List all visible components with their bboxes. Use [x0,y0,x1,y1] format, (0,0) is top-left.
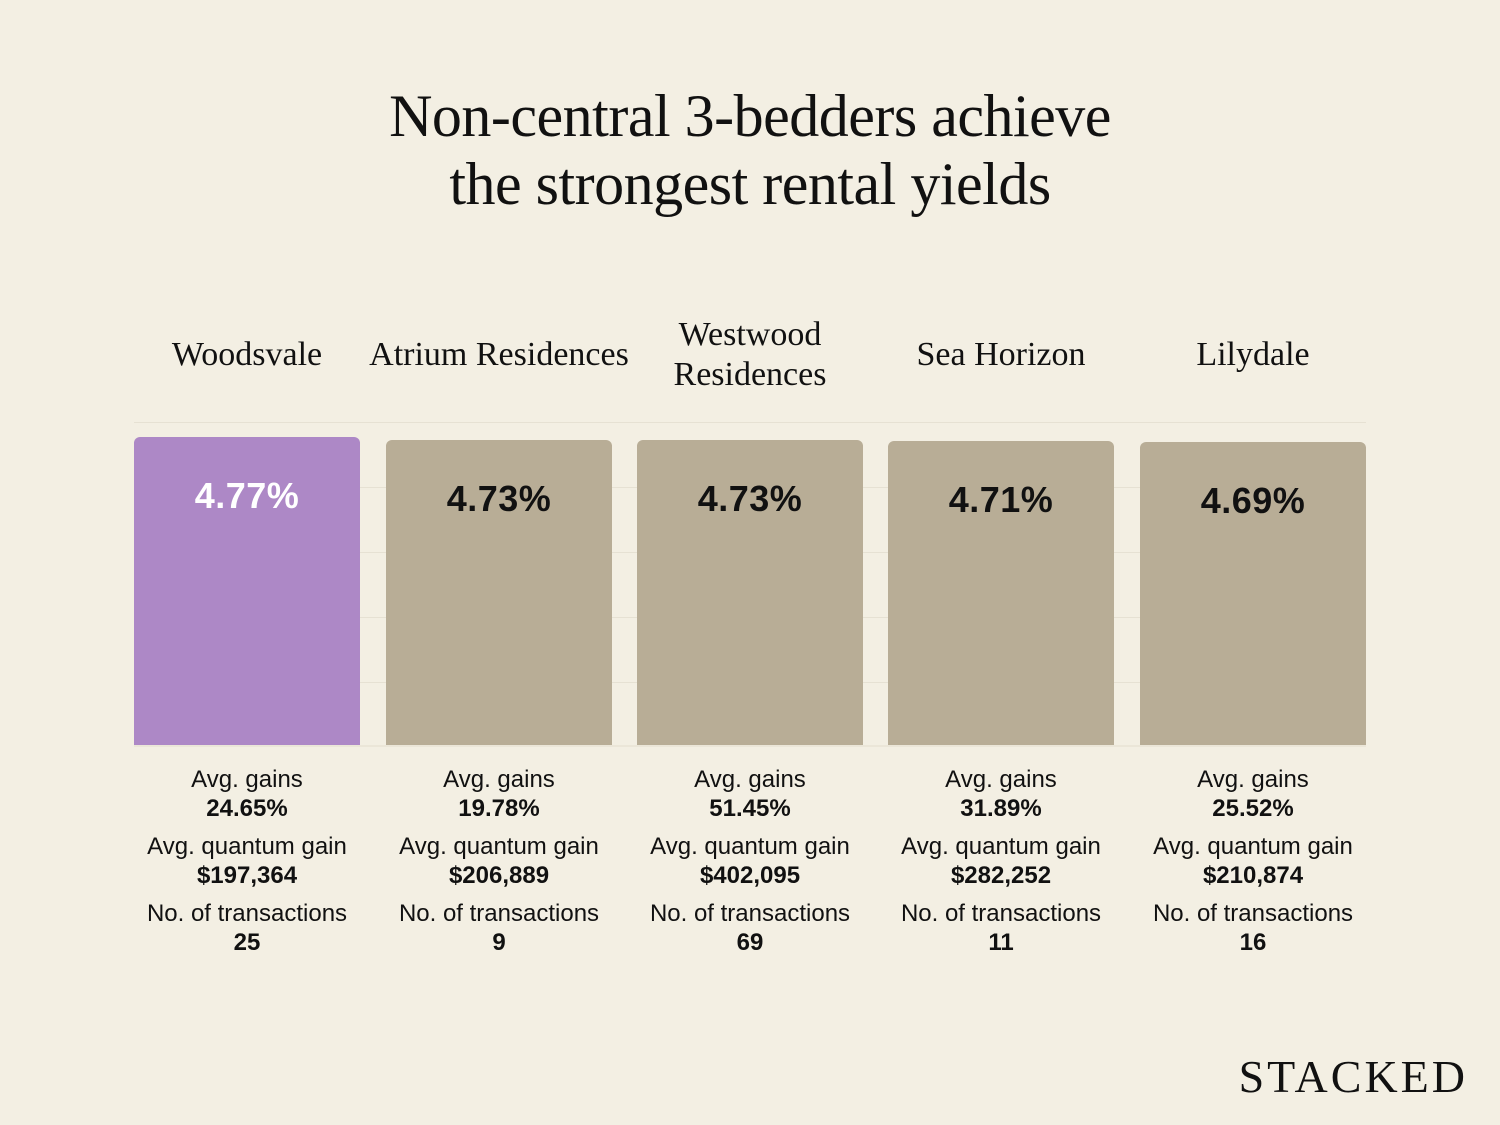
chart-title: Non-central 3-bedders achieve the strong… [0,82,1500,218]
column-westwood-residences: Westwood Residences 4.73% Avg. gains 51.… [637,300,863,1000]
avg-gains-label: Avg. gains [443,766,555,793]
avg-quantum-gain-value: $206,889 [448,862,550,889]
avg-gains-label: Avg. gains [191,766,303,793]
project-name: Atrium Residences [369,336,629,373]
avg-quantum-gain-value: $197,364 [196,862,298,889]
avg-gains-label: Avg. gains [945,766,1057,793]
project-stats: Avg. gains 19.78% Avg. quantum gain $206… [356,765,642,966]
chart-baseline [134,745,1366,747]
bar-lilydale: 4.69% [1140,442,1366,745]
avg-gains-label: Avg. gains [694,766,806,793]
bar-value: 4.73% [697,478,803,519]
transactions-value: 16 [1239,929,1267,956]
bar-chart: Woodsvale 4.77% Avg. gains 24.65% Avg. q… [134,300,1366,1000]
project-stats: Avg. gains 24.65% Avg. quantum gain $197… [104,765,390,966]
transactions-label: No. of transactions [1152,900,1354,927]
avg-quantum-gain-label: Avg. quantum gain [399,833,599,860]
bar-value: 4.71% [948,479,1054,520]
bar-value: 4.77% [194,475,300,516]
avg-gains-value: 25.52% [1212,795,1294,822]
transactions-label: No. of transactions [649,900,851,927]
project-name: Woodsvale [171,336,323,373]
avg-quantum-gain-label: Avg. quantum gain [901,833,1101,860]
column-woodsvale: Woodsvale 4.77% Avg. gains 24.65% Avg. q… [134,300,360,1000]
transactions-label: No. of transactions [398,900,600,927]
chart-title-line-1: Non-central 3-bedders achieve [389,83,1111,149]
avg-quantum-gain-label: Avg. quantum gain [147,833,347,860]
project-name: Lilydale [1196,336,1310,373]
chart-title-line-2: the strongest rental yields [449,151,1051,217]
avg-gains-value: 31.89% [960,795,1042,822]
transactions-value: 69 [736,929,764,956]
brand-logo: STACKED [1238,1051,1468,1102]
bar-westwood-residences: 4.73% [637,440,863,745]
project-stats: Avg. gains 31.89% Avg. quantum gain $282… [858,765,1144,966]
avg-quantum-gain-label: Avg. quantum gain [1153,833,1353,860]
project-name: Sea Horizon [916,336,1086,373]
bar-value: 4.69% [1200,480,1306,521]
project-stats: Avg. gains 25.52% Avg. quantum gain $210… [1110,765,1396,966]
avg-gains-value: 51.45% [709,795,791,822]
transactions-value: 11 [988,929,1014,956]
project-name: Westwood Residences [673,316,827,393]
project-stats: Avg. gains 51.45% Avg. quantum gain $402… [607,765,893,966]
bar-value: 4.73% [446,478,552,519]
avg-gains-value: 24.65% [206,795,288,822]
bar-sea-horizon: 4.71% [888,441,1114,745]
column-sea-horizon: Sea Horizon 4.71% Avg. gains 31.89% Avg.… [888,300,1114,1000]
transactions-value: 9 [492,929,506,956]
avg-gains-value: 19.78% [458,795,540,822]
avg-quantum-gain-value: $402,095 [699,862,801,889]
avg-quantum-gain-value: $210,874 [1202,862,1304,889]
gridline [134,422,1366,423]
bar-woodsvale: 4.77% [134,437,360,745]
transactions-value: 25 [233,929,261,956]
avg-gains-label: Avg. gains [1197,766,1309,793]
avg-quantum-gain-value: $282,252 [950,862,1052,889]
transactions-label: No. of transactions [146,900,348,927]
column-atrium-residences: Atrium Residences 4.73% Avg. gains 19.78… [369,300,629,1000]
bar-atrium-residences: 4.73% [386,440,612,745]
avg-quantum-gain-label: Avg. quantum gain [650,833,850,860]
transactions-label: No. of transactions [900,900,1102,927]
column-lilydale: Lilydale 4.69% Avg. gains 25.52% Avg. qu… [1140,300,1366,1000]
